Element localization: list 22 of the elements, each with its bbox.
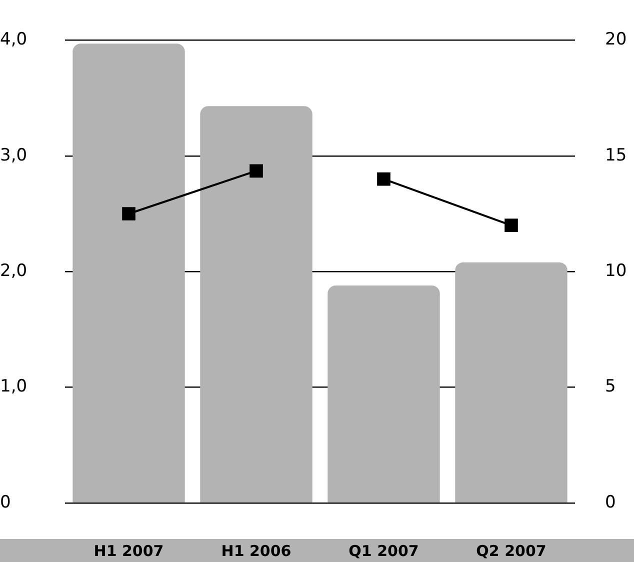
point: [122, 207, 136, 220]
point: [377, 172, 390, 186]
y-tick-label: 3,0: [0, 145, 28, 166]
y-tick-label: 0: [0, 492, 11, 512]
x-tick-label: H1 2006: [221, 542, 292, 560]
x-tick-label: Q1 2007: [348, 542, 419, 560]
bar: [200, 106, 312, 502]
y2-tick-label: 10: [605, 261, 627, 282]
bar: [455, 262, 568, 502]
y2-tick-label: 15: [605, 145, 627, 166]
bar: [72, 44, 185, 502]
x-tick-label: Q2 2007: [476, 542, 546, 560]
y2-tick-label: 0: [605, 492, 616, 512]
y-tick-label: 2,0: [0, 261, 28, 282]
y-tick-label: 4,0: [0, 30, 28, 50]
y-tick-label: 1,0: [0, 376, 28, 397]
y2-tick-label: 5: [605, 376, 616, 397]
point: [250, 164, 263, 178]
point: [504, 218, 518, 232]
bar: [328, 285, 440, 502]
y2-tick-label: 20: [605, 30, 627, 50]
x-tick-label: H1 2007: [94, 542, 164, 560]
